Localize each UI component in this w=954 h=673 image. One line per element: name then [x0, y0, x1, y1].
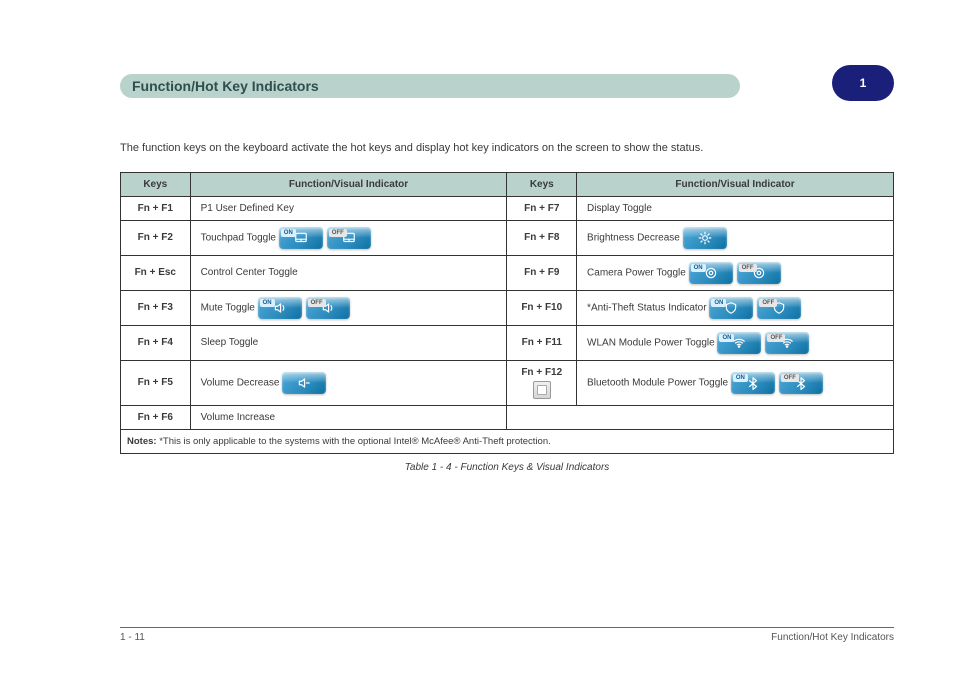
key-combo: Fn + F2: [121, 220, 191, 255]
table-header: Keys: [507, 172, 577, 196]
key-combo: Fn + F1: [121, 196, 191, 220]
table-row: Fn + F6Volume Increase: [121, 405, 894, 429]
key-combo: Fn + F8: [507, 220, 577, 255]
page-badge: 1: [832, 65, 894, 101]
bt-indicator-icon: ON: [731, 372, 775, 394]
key-combo: Fn + F3: [121, 290, 191, 325]
key-icon: [533, 381, 551, 399]
shield-indicator-icon: ON: [709, 297, 753, 319]
function-cell: Volume Decrease: [190, 360, 507, 405]
footer-section-name: Function/Hot Key Indicators: [771, 632, 894, 643]
function-cell: Brightness Decrease: [577, 220, 894, 255]
shield-indicator-icon: OFF: [757, 297, 801, 319]
key-combo: Fn + F4: [121, 325, 191, 360]
bt-indicator-icon: OFF: [779, 372, 823, 394]
function-cell: *Anti-Theft Status Indicator ONOFF: [577, 290, 894, 325]
camera-indicator-icon: OFF: [737, 262, 781, 284]
touchpad-indicator-icon: OFF: [327, 227, 371, 249]
key-combo: Fn + Esc: [121, 255, 191, 290]
intro-text: The function keys on the keyboard activa…: [120, 140, 894, 158]
empty-cell: [507, 405, 894, 429]
speaker-indicator-icon: OFF: [306, 297, 350, 319]
function-cell: Sleep Toggle: [190, 325, 507, 360]
function-cell: Volume Increase: [190, 405, 507, 429]
table-row: Fn + F2Touchpad Toggle ONOFFFn + F8Brigh…: [121, 220, 894, 255]
table-row: Fn + F5Volume Decrease Fn + F12Bluetooth…: [121, 360, 894, 405]
function-cell: P1 User Defined Key: [190, 196, 507, 220]
function-cell: Camera Power Toggle ONOFF: [577, 255, 894, 290]
key-combo: Fn + F10: [507, 290, 577, 325]
table-header: Function/Visual Indicator: [577, 172, 894, 196]
wifi-indicator-icon: OFF: [765, 332, 809, 354]
function-key-table: KeysFunction/Visual IndicatorKeysFunctio…: [120, 172, 894, 473]
table-footnote-row: Notes: *This is only applicable to the s…: [121, 429, 894, 453]
function-cell: Control Center Toggle: [190, 255, 507, 290]
function-cell: Touchpad Toggle ONOFF: [190, 220, 507, 255]
speaker-indicator-icon: ON: [258, 297, 302, 319]
camera-indicator-icon: ON: [689, 262, 733, 284]
key-combo: Fn + F11: [507, 325, 577, 360]
function-cell: Bluetooth Module Power Toggle ONOFF: [577, 360, 894, 405]
table-header: Function/Visual Indicator: [190, 172, 507, 196]
key-combo: Fn + F9: [507, 255, 577, 290]
table-header: Keys: [121, 172, 191, 196]
key-combo: Fn + F6: [121, 405, 191, 429]
function-cell: Display Toggle: [577, 196, 894, 220]
function-cell: WLAN Module Power Toggle ONOFF: [577, 325, 894, 360]
table-row: Fn + F1P1 User Defined Key Fn + F7Displa…: [121, 196, 894, 220]
key-combo: Fn + F5: [121, 360, 191, 405]
table-row: Fn + F4Sleep Toggle Fn + F11WLAN Module …: [121, 325, 894, 360]
table-row: Fn + F3Mute Toggle ONOFFFn + F10*Anti-Th…: [121, 290, 894, 325]
wifi-indicator-icon: ON: [717, 332, 761, 354]
table-caption: Table 1 - 4 - Function Keys & Visual Ind…: [120, 454, 894, 473]
page-footer: 1 - 11 Function/Hot Key Indicators: [120, 627, 894, 643]
voldown-indicator-icon: [282, 372, 326, 394]
sun-indicator-icon: [683, 227, 727, 249]
table-row: Fn + EscControl Center Toggle Fn + F9Cam…: [121, 255, 894, 290]
key-combo: Fn + F12: [507, 360, 577, 405]
touchpad-indicator-icon: ON: [279, 227, 323, 249]
section-title-bar: Function/Hot Key Indicators: [120, 74, 740, 98]
footer-page-number: 1 - 11: [120, 632, 145, 643]
key-combo: Fn + F7: [507, 196, 577, 220]
function-cell: Mute Toggle ONOFF: [190, 290, 507, 325]
